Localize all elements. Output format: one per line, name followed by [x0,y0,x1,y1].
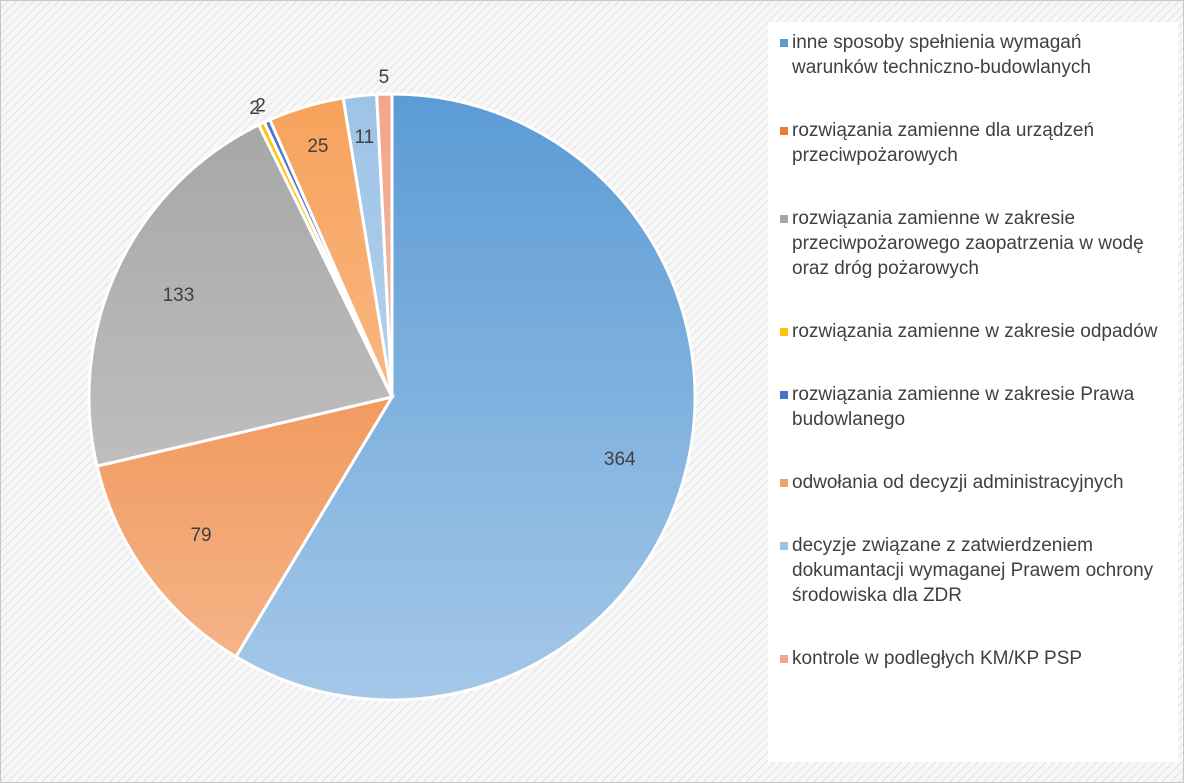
legend-label: decyzje związane z zatwierdzeniem dokuma… [792,535,1154,606]
legend-swatch [780,39,788,47]
legend-label: kontrole w podległych KM/KP PSP [792,648,1083,669]
data-labels: 364 79 133 22 25 11 5 [163,67,636,546]
legend-swatch [780,391,788,399]
data-label: 2 [249,98,260,119]
legend-label: rozwiązania zamienne dla urządzeń przeci… [792,120,1095,166]
legend-swatch [780,127,788,135]
data-label: 79 [190,525,211,546]
legend-item: inne sposoby spełnienia wymagań warunków… [770,30,1175,80]
legend-item: rozwiązania zamienne w zakresie Prawa bu… [770,382,1175,432]
legend-item: odwołania od decyzji administracyjnych [770,470,1175,495]
legend-label: rozwiązania zamienne w zakresie Prawa bu… [792,384,1135,430]
legend-swatch [780,655,788,663]
legend-label: inne sposoby spełnienia wymagań warunków… [792,32,1091,78]
legend-item: rozwiązania zamienne w zakresie odpadów [770,319,1175,344]
legend-swatch [780,479,788,487]
legend-item: kontrole w podległych KM/KP PSP [770,646,1175,671]
legend-swatch [780,215,788,223]
legend-label: rozwiązania zamienne w zakresie odpadów [792,321,1158,342]
data-label: 364 [604,449,636,470]
legend-swatch [780,328,788,336]
legend-background [768,22,1178,762]
data-label: 2 [255,95,266,116]
data-label: 25 [307,136,328,157]
legend-swatch [780,542,788,550]
legend-item: rozwiązania zamienne w zakresie przeciwp… [770,206,1175,281]
data-label: 133 [163,285,195,306]
legend-label: rozwiązania zamienne w zakresie przeciwp… [792,208,1144,279]
legend: inne sposoby spełnienia wymagań warunków… [770,30,1175,671]
legend-item: rozwiązania zamienne dla urządzeń przeci… [770,118,1175,168]
legend-item: decyzje związane z zatwierdzeniem dokuma… [770,533,1175,608]
legend-label: odwołania od decyzji administracyjnych [792,472,1124,493]
data-label: 11 [355,127,375,148]
data-label: 5 [379,67,390,88]
pie [87,92,697,702]
